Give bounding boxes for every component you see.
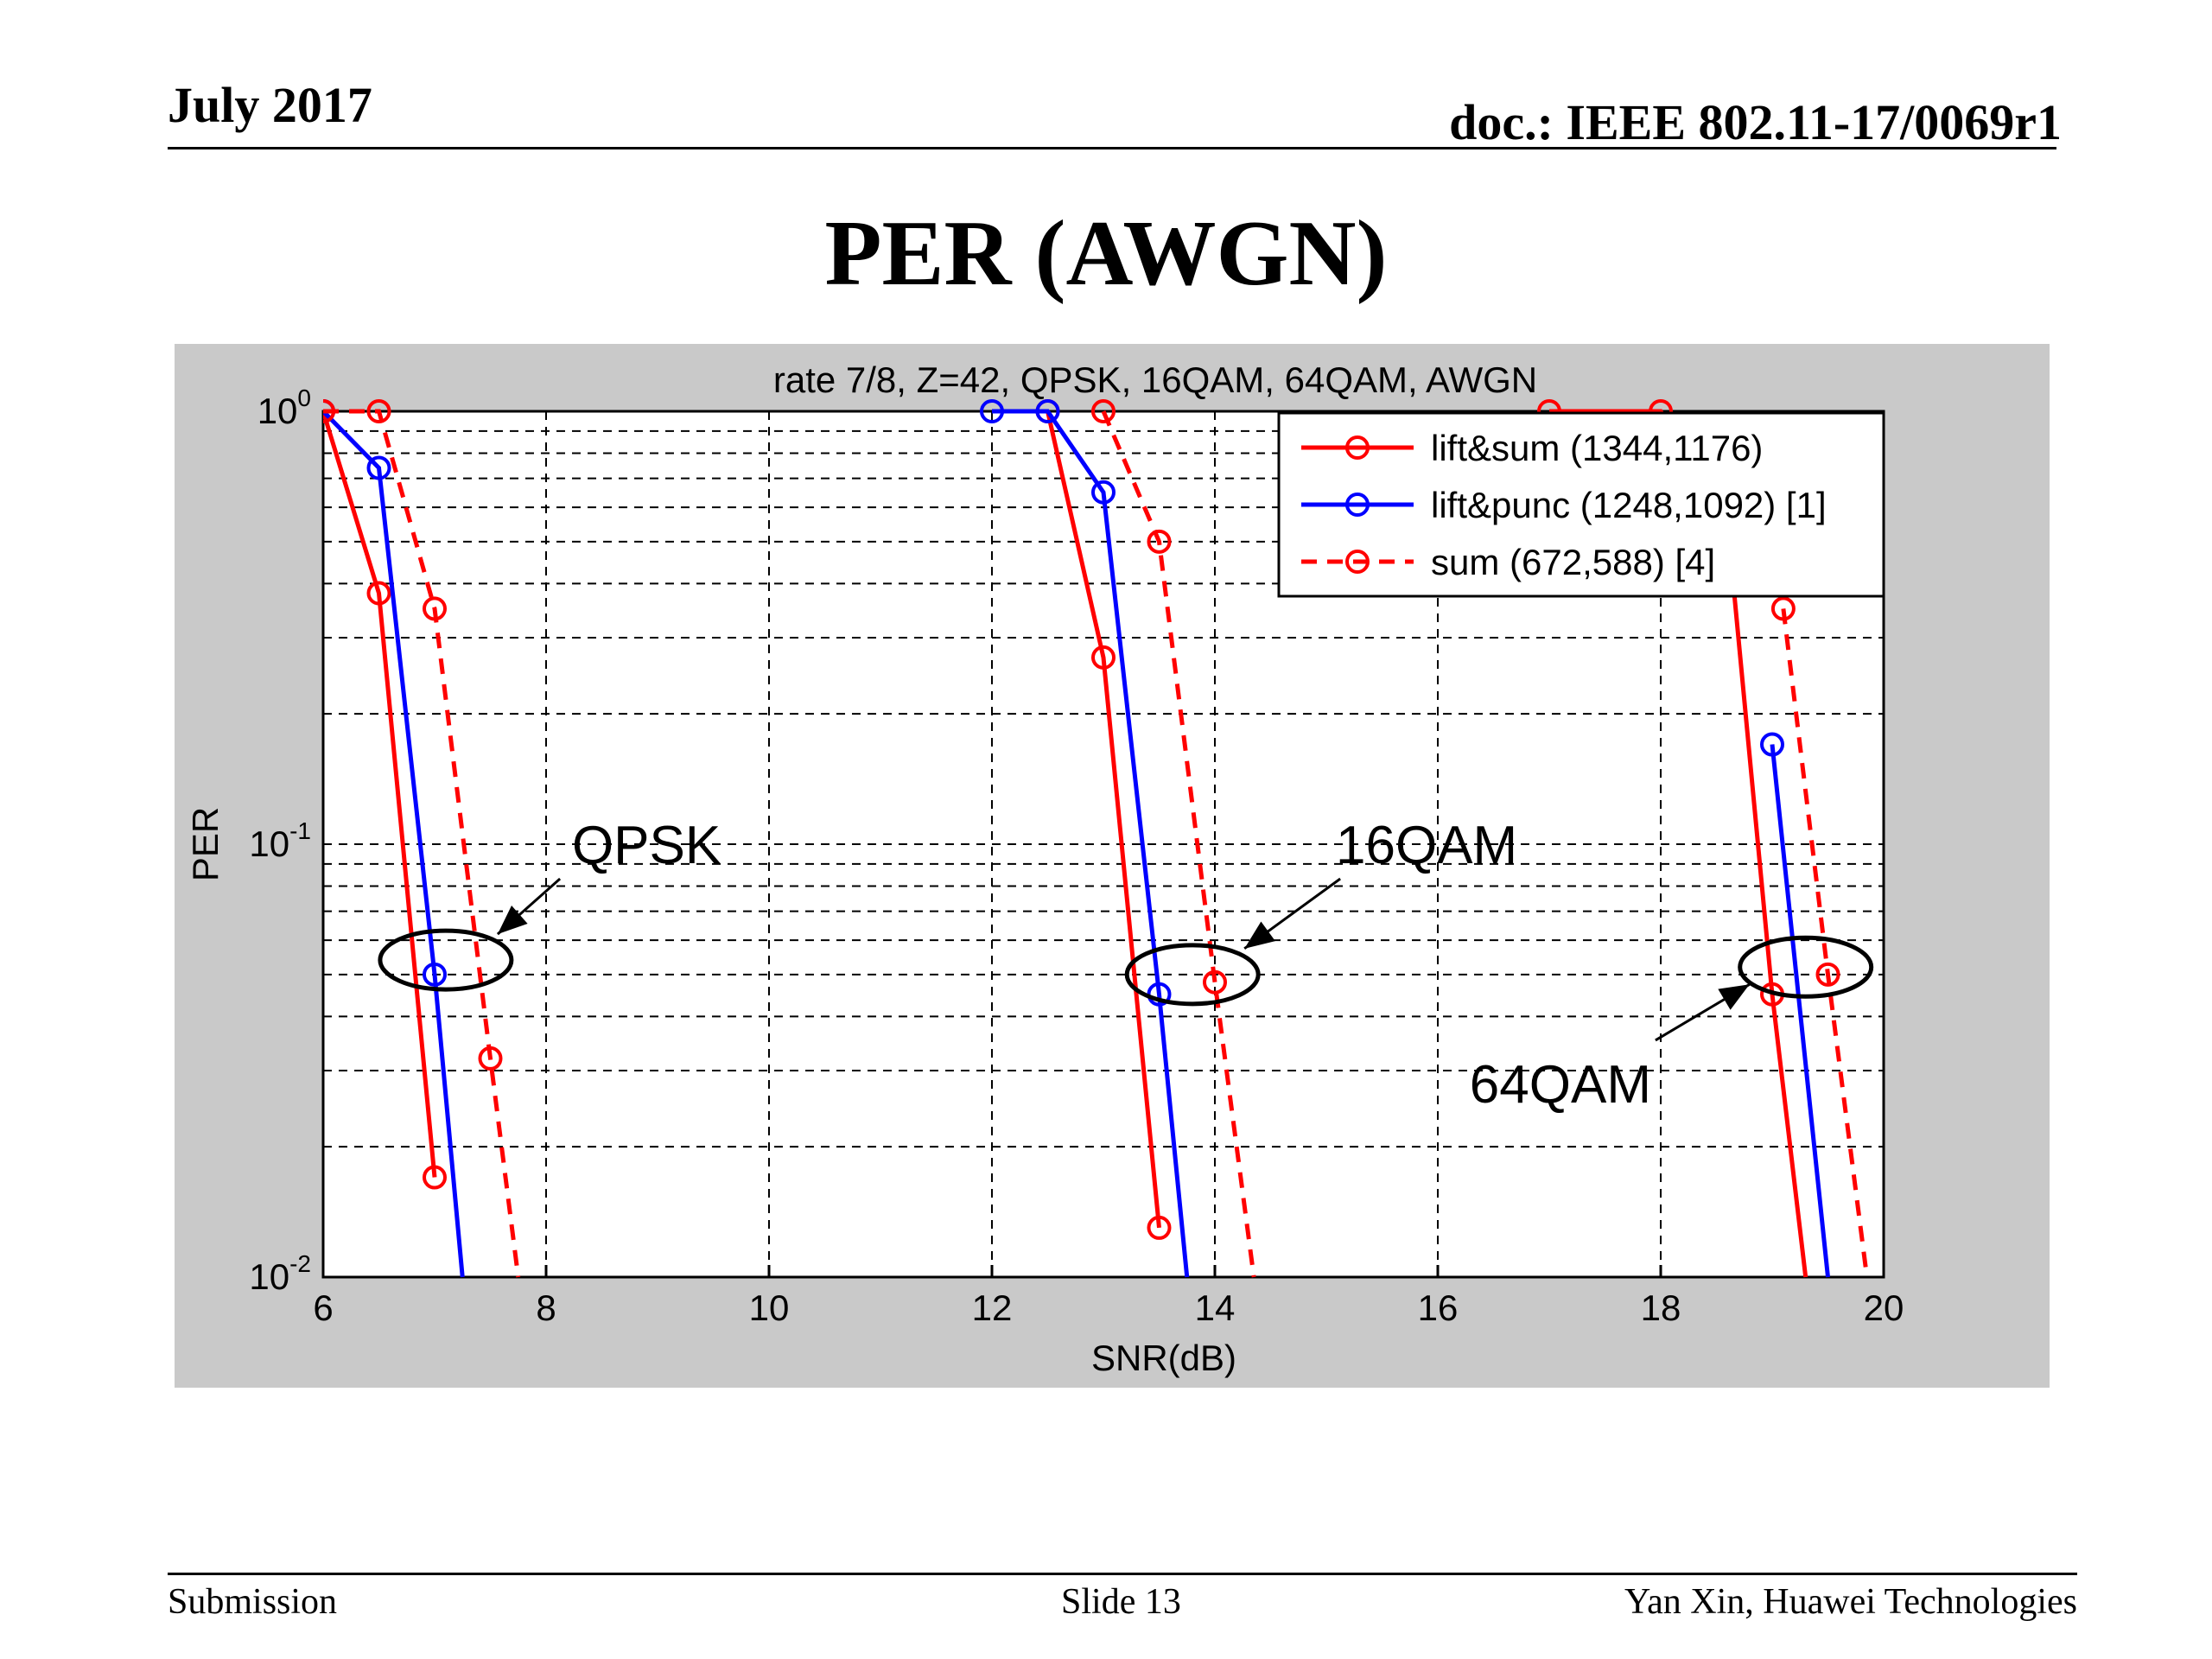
footer-author: Yan Xin, Huawei Technologies bbox=[1624, 1582, 2077, 1622]
data-point bbox=[1770, 596, 1796, 621]
x-tick-label: 6 bbox=[313, 1287, 333, 1328]
region-ellipse bbox=[378, 928, 514, 992]
annotation-label: 64QAM bbox=[1470, 1055, 1651, 1115]
region-ellipse bbox=[1124, 943, 1261, 1007]
arrow-head bbox=[497, 906, 528, 935]
arrow-head bbox=[1244, 921, 1275, 949]
series-line-1 bbox=[1046, 410, 1161, 1229]
y-tick-label: 10-1 bbox=[249, 817, 311, 864]
annotation-label: QPSK bbox=[572, 816, 721, 875]
data-point bbox=[423, 1165, 447, 1190]
data-point bbox=[1035, 399, 1060, 423]
series-line-2 bbox=[323, 410, 465, 1278]
footer-submission: Submission bbox=[168, 1582, 338, 1622]
series-line-2 bbox=[1770, 744, 1830, 1278]
legend-swatch-marker bbox=[1345, 550, 1370, 574]
series-line-1 bbox=[323, 410, 437, 1178]
chart-title: rate 7/8, Z=42, QPSK, 16QAM, 64QAM, AWGN bbox=[773, 359, 1537, 400]
legend-entry: lift&punc (1248,1092) [1] bbox=[1431, 485, 1827, 525]
x-tick-label: 16 bbox=[1418, 1287, 1459, 1328]
legend-swatch-marker bbox=[1345, 435, 1370, 460]
doc-number: doc.: IEEE 802.11-17/0069r1 bbox=[1449, 94, 2062, 150]
header-rule bbox=[168, 147, 2056, 149]
footer-slide-number: Slide 13 bbox=[1061, 1582, 1181, 1622]
series-line-2 bbox=[992, 409, 1190, 1278]
data-point bbox=[980, 399, 1004, 423]
data-point bbox=[1147, 1215, 1172, 1240]
y-axis-label: PER bbox=[185, 807, 226, 881]
annotation-label: 16QAM bbox=[1336, 816, 1517, 875]
data-point bbox=[1760, 732, 1784, 757]
data-point bbox=[366, 581, 391, 606]
data-point bbox=[1091, 399, 1116, 423]
data-point bbox=[423, 962, 447, 987]
x-tick-label: 14 bbox=[1195, 1287, 1236, 1328]
data-point bbox=[478, 1046, 503, 1071]
data-point bbox=[366, 399, 391, 423]
x-tick-label: 8 bbox=[536, 1287, 556, 1328]
data-point bbox=[1815, 962, 1840, 987]
data-point bbox=[366, 455, 391, 480]
series-line-3 bbox=[323, 409, 521, 1278]
x-axis-label: SNR(dB) bbox=[1091, 1338, 1236, 1378]
slide-date: July 2017 bbox=[168, 77, 372, 133]
footer-rule bbox=[168, 1573, 2077, 1575]
data-point bbox=[1203, 969, 1227, 995]
slide-title: PER (AWGN) bbox=[824, 202, 1388, 305]
arrow-head bbox=[1718, 984, 1750, 1010]
data-point bbox=[1091, 645, 1116, 670]
x-tick-label: 20 bbox=[1864, 1287, 1904, 1328]
series-group bbox=[323, 399, 1870, 1278]
chart-figure: 6 8 10 12 14 16 18 20 100 10-1 10-2 rate 7/8, Z=42,… bbox=[175, 344, 2050, 1388]
x-tick-label: 18 bbox=[1641, 1287, 1681, 1328]
data-point bbox=[423, 596, 447, 621]
x-tick-label: 10 bbox=[749, 1287, 790, 1328]
data-point bbox=[1147, 529, 1172, 554]
y-tick-label: 10-2 bbox=[249, 1250, 311, 1297]
legend-swatch-marker bbox=[1345, 493, 1370, 517]
x-tick-label: 12 bbox=[972, 1287, 1013, 1328]
legend-entry: lift&sum (1344,1176) bbox=[1431, 428, 1763, 468]
region-ellipse bbox=[1738, 935, 1874, 999]
per-chart: 6 8 10 12 14 16 18 20 100 10-1 10-2 rate 7/8, Z=42,… bbox=[185, 359, 1904, 1378]
legend-entry: sum (672,588) [4] bbox=[1431, 542, 1715, 582]
data-point bbox=[323, 399, 335, 423]
y-tick-label: 100 bbox=[257, 385, 311, 431]
series-line-3 bbox=[1101, 410, 1256, 1278]
data-point bbox=[1091, 480, 1116, 505]
series-line-3 bbox=[1781, 608, 1870, 1278]
